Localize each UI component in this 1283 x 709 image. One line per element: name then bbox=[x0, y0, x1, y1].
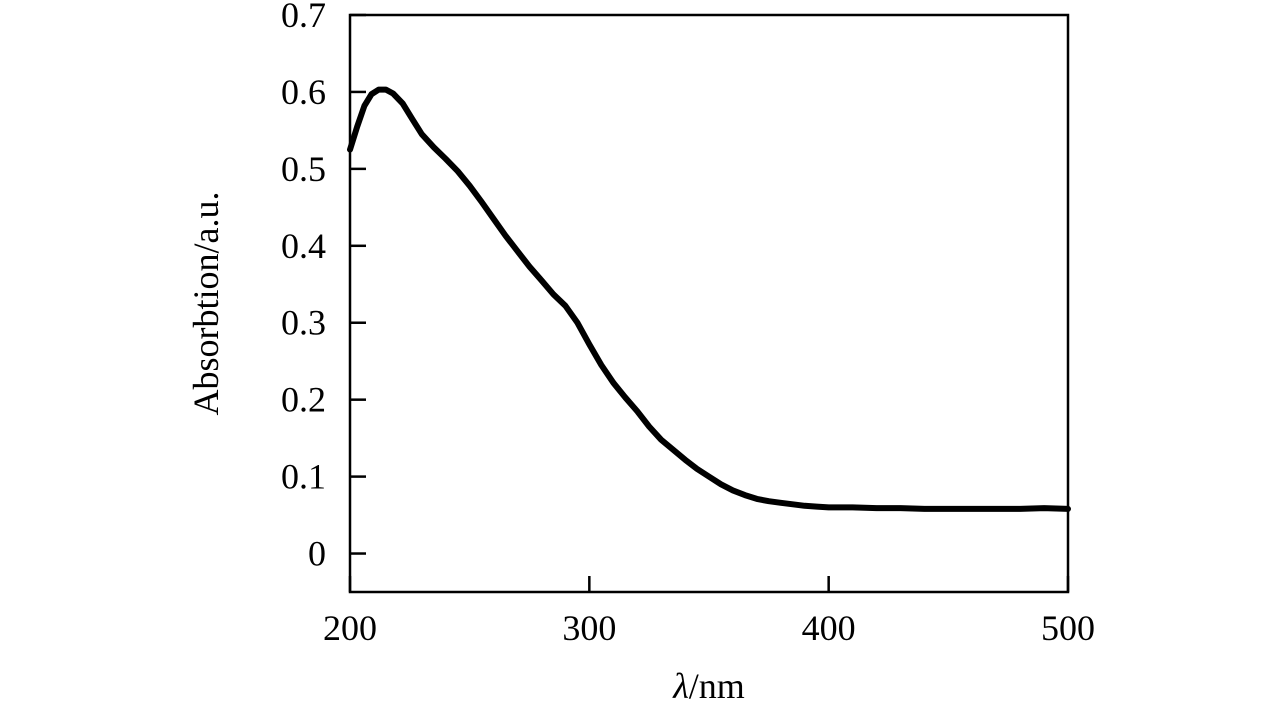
x-axis-unit: /nm bbox=[689, 666, 745, 706]
y-tick-label: 0.3 bbox=[281, 303, 326, 343]
plot-frame bbox=[348, 13, 1070, 594]
x-tick-label: 300 bbox=[562, 608, 616, 648]
series-line-absorbance bbox=[347, 86, 1071, 512]
y-tick-label: 0.2 bbox=[281, 380, 326, 420]
x-axis-tick-labels: 200 300 400 500 bbox=[323, 608, 1095, 648]
x-tick-label: 200 bbox=[323, 608, 377, 648]
x-axis-symbol: λ bbox=[672, 666, 689, 706]
y-tick-label: 0.6 bbox=[281, 72, 326, 112]
x-axis-title: λ/nm bbox=[672, 666, 745, 706]
x-tick-label: 400 bbox=[802, 608, 856, 648]
y-tick-label: 0 bbox=[308, 534, 326, 574]
y-tick-label: 0.4 bbox=[281, 226, 326, 266]
y-axis-tick-labels: 0 0.1 0.2 0.3 0.4 0.5 0.6 0.7 bbox=[281, 0, 326, 574]
x-tick-label: 500 bbox=[1041, 608, 1095, 648]
y-axis-title: Absorbtion/a.u. bbox=[186, 192, 226, 416]
y-axis-ticks bbox=[350, 13, 366, 555]
y-tick-label: 0.1 bbox=[281, 457, 326, 497]
x-axis-ticks bbox=[348, 576, 1070, 592]
y-tick-label: 0.5 bbox=[281, 149, 326, 189]
y-tick-label: 0.7 bbox=[281, 0, 326, 35]
